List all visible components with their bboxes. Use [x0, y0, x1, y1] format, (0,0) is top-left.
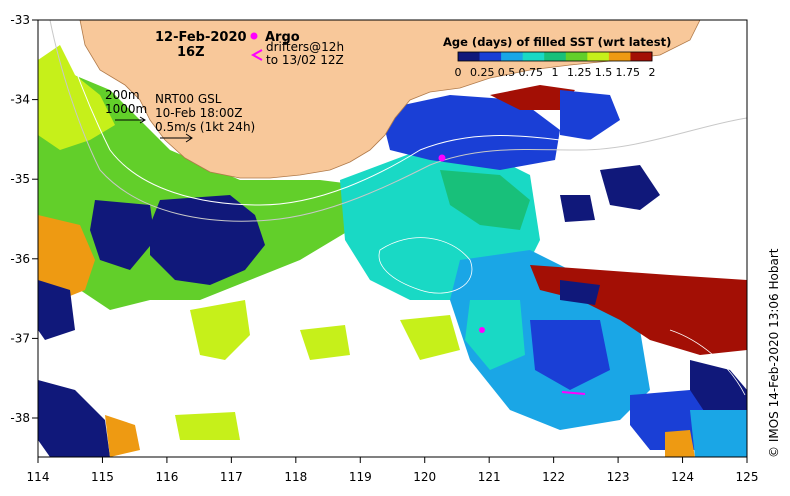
x-tick-label: 118 — [284, 470, 307, 484]
y-tick-label: -37 — [10, 331, 30, 345]
map-time: 16Z — [177, 45, 205, 60]
drifters-label: drifters@12h — [266, 40, 344, 54]
age-patch-west-navy — [150, 195, 265, 285]
colorbar-segment — [587, 52, 610, 61]
map-date: 12-Feb-2020 — [155, 30, 247, 45]
x-tick-label: 121 — [478, 470, 501, 484]
colorbar-tick-label: 2 — [649, 66, 656, 79]
age-patch-central-green — [440, 170, 530, 230]
colorbar-tick-label: 0 — [455, 66, 462, 79]
colorbar-segment — [501, 52, 524, 61]
y-tick-label: -38 — [10, 411, 30, 425]
colorbar-tick-label: 1.75 — [616, 66, 641, 79]
age-patch-navy-mid — [560, 280, 600, 305]
age-patch-yellow-s2 — [300, 325, 350, 360]
x-tick-label: 116 — [155, 470, 178, 484]
colorbar-tick-label: 0.5 — [498, 66, 516, 79]
drifters-range: to 13/02 12Z — [266, 53, 344, 67]
age-patch-west-yellow — [38, 45, 115, 150]
source-time: 10-Feb 18:00Z — [155, 106, 242, 120]
legend-block: 12-Feb-2020 16Z Argo drifters@12h to 13/… — [105, 30, 344, 143]
y-tick-label: -34 — [10, 93, 30, 107]
argo-legend-icon — [250, 32, 258, 40]
credit-text: © IMOS 14-Feb-2020 13:06 Hobart — [767, 248, 781, 458]
age-patch-blue-ne — [560, 90, 620, 140]
age-patch-yellow-sw — [190, 300, 250, 360]
colorbar-segment — [565, 52, 588, 61]
contour-1000m — [49, 20, 747, 222]
drifter-legend-icon — [250, 49, 263, 61]
colorbar-frame — [457, 51, 653, 62]
x-tick-label: 117 — [220, 470, 243, 484]
contour-offshore-2 — [669, 329, 746, 396]
contour-offshore — [378, 237, 473, 294]
colorbar-segment — [630, 52, 653, 61]
x-axis: 114 115 116 117 118 119 120 121 122 123 124 125 — [27, 457, 759, 484]
colorbar-segment — [544, 52, 567, 61]
colorbar-segment — [522, 52, 545, 61]
age-patch-east-blue — [380, 95, 560, 170]
y-tick-label: -33 — [10, 13, 30, 27]
age-patch-blue-s — [530, 320, 610, 390]
y-tick-label: -35 — [10, 172, 30, 186]
age-patch-orange-west — [38, 215, 95, 300]
x-tick-label: 120 — [413, 470, 436, 484]
contour-200-label: 200m — [105, 88, 140, 102]
argo-float-marker[interactable] — [479, 327, 485, 333]
argo-legend-label: Argo — [265, 30, 300, 45]
colorbar-segment — [479, 52, 502, 61]
colorbar-title: Age (days) of filled SST (wrt latest) — [443, 35, 671, 49]
age-patch-navy-east — [560, 195, 595, 222]
age-patch-navy-e — [600, 165, 660, 210]
age-patch-navy-sw — [38, 280, 75, 340]
x-tick-label: 119 — [349, 470, 372, 484]
plot-frame — [37, 19, 748, 458]
colorbar-tick-label: 1 — [552, 66, 559, 79]
x-tick-label: 115 — [91, 470, 114, 484]
age-patch-navy-sw2 — [38, 380, 110, 457]
x-tick-label: 114 — [27, 470, 50, 484]
age-patch-orange-se — [665, 430, 695, 457]
colorbar-segment — [458, 52, 481, 61]
colorbar-segment — [608, 52, 631, 61]
vector-scale-label: 0.5m/s (1kt 24h) — [155, 120, 255, 134]
source-label: NRT00 GSL — [155, 92, 222, 106]
x-tick-label: 122 — [542, 470, 565, 484]
age-patch-navy-2 — [90, 200, 155, 270]
y-tick-label: -36 — [10, 252, 30, 266]
colorbar-tick-label: 1.25 — [567, 66, 592, 79]
age-patch-lightblue-se — [690, 410, 747, 457]
age-patch-yellow-s — [175, 412, 240, 440]
contour-1000-label: 1000m — [105, 102, 147, 116]
drifter-track[interactable] — [561, 391, 586, 395]
colorbar-tick-label: 0.75 — [519, 66, 544, 79]
age-patch-darkred-ne — [490, 85, 575, 110]
scale-arrow-icon — [160, 133, 193, 143]
y-axis: -33 -34 -35 -36 -37 -38 — [10, 13, 38, 425]
age-patch-orange-sw — [105, 415, 140, 457]
colorbar-tick-label: 1.5 — [595, 66, 613, 79]
x-tick-label: 123 — [607, 470, 630, 484]
contour-200m — [59, 20, 747, 206]
colorbar-tick-label: 0.25 — [470, 66, 495, 79]
argo-float-marker[interactable] — [438, 154, 446, 162]
x-tick-label: 124 — [671, 470, 694, 484]
scale-arrow-small-icon — [115, 116, 146, 124]
x-tick-label: 125 — [736, 470, 759, 484]
age-patch-teal-s — [465, 300, 525, 370]
age-patch-yellow-s3 — [400, 315, 460, 360]
